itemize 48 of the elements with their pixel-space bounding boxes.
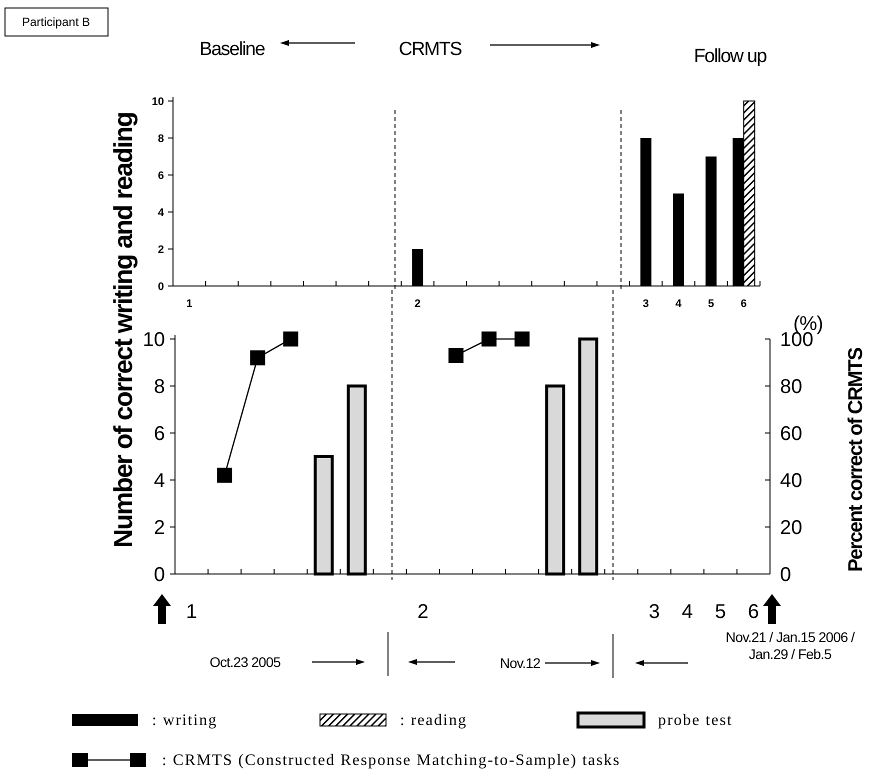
y2-tick-label: 40: [780, 470, 802, 492]
y-tick-label: 8: [158, 132, 164, 145]
text: Oct.23 2005: [210, 654, 282, 670]
y-tick-label: 6: [154, 423, 165, 445]
legend-label: : CRMTS (Constructed Response Matching-to-Sample) tasks: [162, 752, 620, 769]
point: [482, 332, 497, 346]
y-tick-label: 4: [158, 206, 165, 219]
x-tick-label: 4: [675, 298, 682, 310]
y-tick-label: 2: [154, 517, 165, 539]
y-tick-label: 2: [158, 244, 164, 256]
text: Nov.12: [500, 655, 541, 671]
x-tick-label: 2: [417, 601, 428, 623]
y-tick-label: 0: [158, 280, 164, 293]
x-tick-label: 5: [708, 298, 714, 310]
y-tick-label: 4: [154, 470, 165, 492]
x-tick-label: 5: [714, 601, 726, 623]
y2-tick-label: 80: [780, 376, 802, 398]
y2-tick-label: 60: [780, 423, 802, 445]
x-tick-label: 1: [186, 298, 192, 310]
legend-label: probe test: [658, 712, 733, 729]
x-tick-label: 1: [186, 601, 198, 623]
text: Participant B: [22, 15, 90, 29]
x-tick-label: 2: [414, 298, 421, 310]
x-tick-label: 3: [642, 298, 649, 310]
legend-label: : writing: [152, 712, 218, 729]
x-tick-label: 3: [648, 601, 660, 623]
text: CRMTS: [398, 39, 462, 60]
y-tick-label: 10: [152, 96, 164, 108]
y2-axis-title: Percent correct of CRMTS: [845, 347, 867, 572]
y2-tick-label: 20: [780, 517, 802, 539]
text: Nov.21 / Jan.15 2006 / Jan.29 / Feb.5: [726, 629, 856, 662]
point: [283, 332, 298, 346]
y-tick-label: 8: [154, 376, 165, 398]
y-tick-label: 10: [142, 329, 165, 351]
text: Baseline: [200, 39, 265, 60]
point: [448, 348, 464, 363]
y-tick-label: 0: [154, 564, 165, 586]
point: [514, 332, 530, 346]
y2-tick-label: 0: [780, 564, 792, 586]
legend-label: : reading: [400, 712, 468, 729]
point: [250, 350, 266, 366]
point: [217, 468, 232, 483]
x-tick-label: 6: [740, 298, 747, 310]
y-tick-label: 6: [158, 170, 164, 182]
y-axis-title: Number of correct writing and reading: [108, 112, 138, 548]
x-tick-label: 6: [748, 601, 760, 623]
text: Follow up: [694, 46, 767, 67]
x-tick-label: 4: [682, 601, 693, 623]
